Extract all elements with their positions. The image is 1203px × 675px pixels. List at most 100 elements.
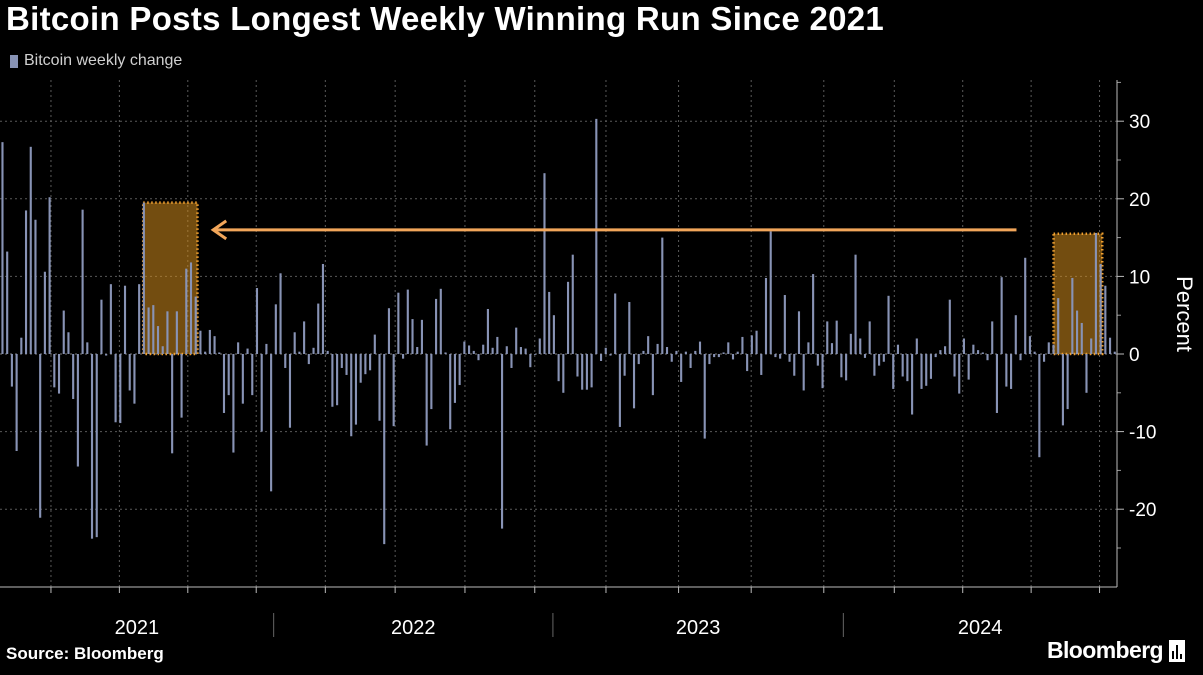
bar [293, 332, 296, 354]
bar [152, 305, 155, 354]
bar [694, 350, 697, 354]
x-tick-label: 2021 [115, 617, 160, 639]
bar [317, 303, 320, 354]
y-tick-label: -20 [1129, 500, 1156, 521]
bar [1090, 338, 1093, 354]
bar [76, 354, 79, 467]
bar [618, 354, 621, 427]
bar [10, 354, 13, 387]
bar [67, 332, 70, 354]
bar [1000, 277, 1003, 354]
bar [491, 347, 494, 354]
bar [284, 354, 287, 368]
bar [793, 354, 796, 376]
bar [713, 354, 716, 358]
bar [854, 254, 857, 354]
bar [359, 354, 362, 383]
bar [383, 354, 386, 545]
bar [255, 288, 259, 354]
bar [189, 262, 193, 354]
bar [647, 336, 650, 354]
bar [406, 289, 409, 354]
bar [354, 354, 358, 425]
bar [81, 209, 84, 354]
bar [529, 354, 532, 368]
bar [171, 354, 174, 454]
bar [109, 284, 112, 354]
bar [326, 350, 329, 354]
bar [156, 326, 160, 354]
bar [609, 354, 612, 356]
bar [882, 354, 885, 362]
bar [746, 354, 749, 372]
bar [1085, 354, 1088, 393]
bar [1052, 344, 1055, 354]
bar [1080, 322, 1083, 354]
bar [727, 342, 730, 354]
bar [298, 351, 301, 354]
bar [213, 336, 216, 354]
bar [1113, 351, 1116, 354]
bar [34, 219, 37, 354]
x-axis: 2021 2022 2023 2024 [0, 586, 1117, 639]
bar [303, 321, 306, 354]
bar [402, 354, 405, 359]
bar [995, 354, 998, 413]
x-tick-label: 2024 [958, 617, 1003, 639]
bar [501, 354, 504, 529]
bar [260, 354, 263, 432]
bar [477, 354, 480, 361]
bar [1061, 354, 1064, 426]
bar [95, 354, 98, 538]
bar [1094, 232, 1097, 354]
bar [1028, 336, 1031, 354]
bar [265, 343, 268, 354]
bar [24, 210, 28, 354]
bar [977, 350, 980, 354]
bar [604, 347, 607, 354]
bar [845, 354, 848, 381]
bar [1033, 351, 1036, 354]
bar [731, 354, 735, 360]
run-arrow [210, 219, 1017, 241]
bar [486, 308, 489, 354]
bar [510, 354, 513, 368]
y-tick-label: 20 [1129, 190, 1150, 211]
bar [1010, 354, 1013, 389]
bar [750, 335, 753, 354]
bar [948, 299, 951, 354]
bar [661, 237, 664, 354]
bar [20, 337, 23, 354]
bar [274, 304, 277, 354]
bar [232, 354, 235, 453]
x-tick-label: 2022 [391, 617, 436, 639]
highlight-boxes [141, 201, 1104, 356]
bar [39, 354, 42, 518]
bar [623, 354, 626, 376]
bar [251, 354, 254, 396]
bar [802, 354, 805, 391]
bar [307, 354, 310, 365]
bar [637, 354, 640, 365]
bar [816, 354, 819, 366]
bar [1019, 354, 1022, 361]
bar [599, 354, 603, 361]
bar [463, 341, 466, 354]
bar [416, 347, 419, 354]
bar [665, 347, 669, 354]
bar [915, 338, 918, 354]
bar [821, 354, 824, 389]
bar [670, 354, 673, 362]
y-axis: -20 -10 0 10 20 30 Percent [1116, 80, 1197, 587]
bar [128, 354, 131, 391]
chart-title: Bitcoin Posts Longest Weekly Winning Run… [6, 0, 885, 37]
bar [496, 336, 499, 354]
bar [1024, 257, 1027, 354]
bar [482, 344, 485, 354]
bar [835, 320, 838, 354]
y-tick-label: 0 [1129, 345, 1140, 366]
bar [892, 354, 895, 389]
bar [972, 344, 975, 354]
arrow-head [210, 219, 228, 241]
y-tick-label: -10 [1129, 423, 1156, 444]
